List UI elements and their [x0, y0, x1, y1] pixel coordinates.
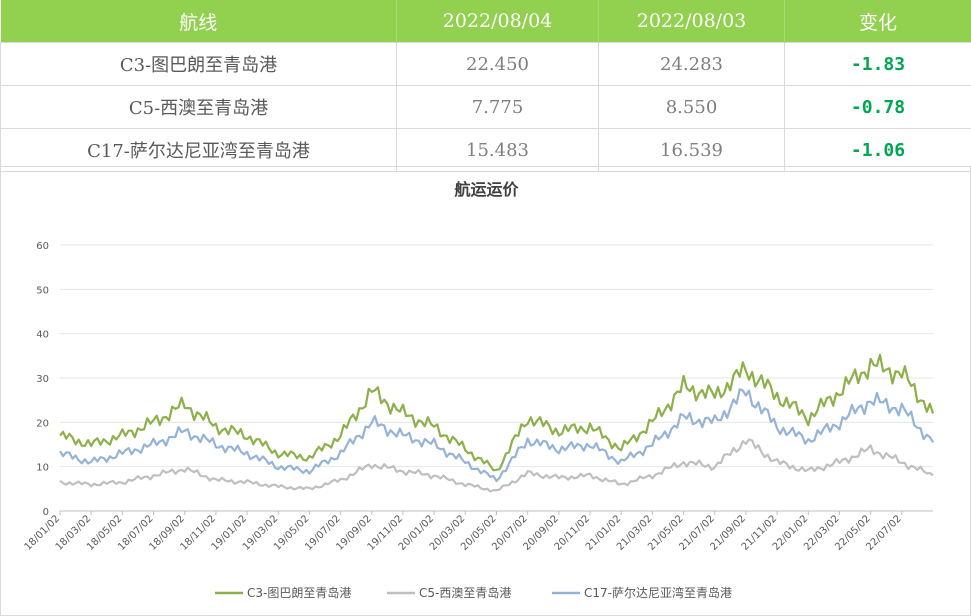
header-date-2: 2022/08/03 — [598, 0, 785, 43]
change-value: -1.06 — [784, 128, 971, 172]
y-tick-label: 20 — [36, 418, 49, 429]
rates-table: 航线 2022/08/04 2022/08/03 变化 C3-图巴朗至青岛港 2… — [0, 0, 971, 172]
chart-title: 航运运价 — [454, 180, 519, 199]
change-value: -0.78 — [784, 85, 971, 129]
y-tick-label: 0 — [43, 507, 49, 518]
header-change: 变化 — [784, 0, 971, 43]
legend-label: C17-萨尔达尼亚湾至青岛港 — [584, 585, 732, 600]
table-row: C17-萨尔达尼亚湾至青岛港 15.483 16.539 -1.06 — [0, 128, 971, 172]
value-date-1: 7.775 — [396, 85, 599, 129]
y-tick-label: 50 — [36, 285, 49, 296]
value-date-2: 24.283 — [598, 42, 785, 86]
series-line — [59, 438, 934, 493]
y-tick-label: 10 — [36, 463, 49, 474]
value-date-1: 22.450 — [396, 42, 599, 86]
route-cell: C3-图巴朗至青岛港 — [0, 42, 397, 86]
y-tick-label: 30 — [36, 374, 49, 385]
route-cell: C17-萨尔达尼亚湾至青岛港 — [0, 128, 397, 172]
table-row: C3-图巴朗至青岛港 22.450 24.283 -1.83 — [0, 42, 971, 86]
route-cell: C5-西澳至青岛港 — [0, 85, 397, 129]
value-date-2: 8.550 — [598, 85, 785, 129]
change-value: -1.83 — [784, 42, 971, 86]
legend-label: C3-图巴朗至青岛港 — [247, 585, 351, 600]
series-line — [59, 388, 934, 483]
value-date-1: 15.483 — [396, 128, 599, 172]
header-route: 航线 — [0, 0, 397, 43]
legend-label: C5-西澳至青岛港 — [419, 585, 511, 600]
freight-rate-chart: 航运运价010203040506018/01/0218/03/0218/05/0… — [23, 180, 935, 600]
header-date-1: 2022/08/04 — [396, 0, 599, 43]
table-row: C5-西澳至青岛港 7.775 8.550 -0.78 — [0, 85, 971, 129]
y-tick-label: 40 — [36, 330, 49, 341]
chart-container: 航运运价 0 10 20 30 40 50 60 18/01/02 18/03/02 18/05/0… — [0, 166, 971, 616]
y-tick-label: 60 — [36, 241, 49, 252]
table-header-row: 航线 2022/08/04 2022/08/03 变化 — [0, 0, 971, 43]
series-line — [59, 353, 935, 472]
